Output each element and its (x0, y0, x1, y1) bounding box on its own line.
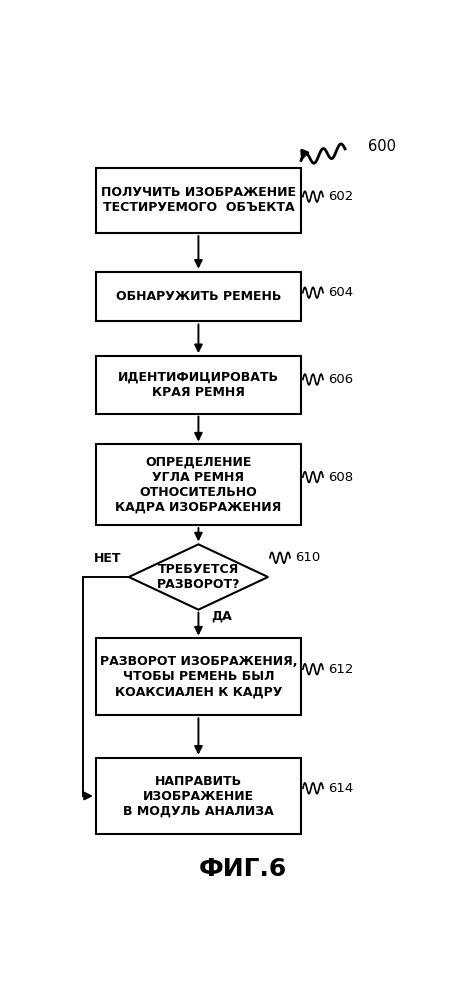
FancyBboxPatch shape (96, 444, 301, 525)
Text: 602: 602 (329, 190, 354, 204)
Text: 614: 614 (329, 781, 354, 794)
FancyBboxPatch shape (96, 356, 301, 414)
Text: 612: 612 (329, 663, 354, 676)
Text: 606: 606 (329, 373, 354, 386)
Text: ОБНАРУЖИТЬ РЕМЕНЬ: ОБНАРУЖИТЬ РЕМЕНЬ (116, 290, 281, 303)
Text: НЕТ: НЕТ (94, 553, 122, 566)
FancyBboxPatch shape (96, 168, 301, 234)
Text: ИДЕНТИФИЦИРОВАТЬ
КРАЯ РЕМНЯ: ИДЕНТИФИЦИРОВАТЬ КРАЯ РЕМНЯ (118, 371, 279, 399)
Text: ДА: ДА (211, 610, 232, 623)
Text: РАЗВОРОТ ИЗОБРАЖЕНИЯ,
ЧТОБЫ РЕМЕНЬ БЫЛ
КОАКСИАЛЕН К КАДРУ: РАЗВОРОТ ИЗОБРАЖЕНИЯ, ЧТОБЫ РЕМЕНЬ БЫЛ К… (100, 656, 297, 699)
FancyBboxPatch shape (96, 757, 301, 834)
Text: 600: 600 (368, 139, 396, 154)
Text: ТРЕБУЕТСЯ
РАЗВОРОТ?: ТРЕБУЕТСЯ РАЗВОРОТ? (157, 563, 240, 591)
Text: ФИГ.6: ФИГ.6 (198, 857, 287, 881)
FancyBboxPatch shape (96, 271, 301, 321)
Text: НАПРАВИТЬ
ИЗОБРАЖЕНИЕ
В МОДУЛЬ АНАЛИЗА: НАПРАВИТЬ ИЗОБРАЖЕНИЕ В МОДУЛЬ АНАЛИЗА (123, 774, 274, 817)
Text: ПОЛУЧИТЬ ИЗОБРАЖЕНИЕ
ТЕСТИРУЕМОГО  ОБЪЕКТА: ПОЛУЧИТЬ ИЗОБРАЖЕНИЕ ТЕСТИРУЕМОГО ОБЪЕКТ… (101, 187, 296, 215)
FancyBboxPatch shape (96, 639, 301, 716)
Text: 610: 610 (296, 551, 321, 564)
Text: ОПРЕДЕЛЕНИЕ
УГЛА РЕМНЯ
ОТНОСИТЕЛЬНО
КАДРА ИЗОБРАЖЕНИЯ: ОПРЕДЕЛЕНИЕ УГЛА РЕМНЯ ОТНОСИТЕЛЬНО КАДР… (115, 456, 281, 514)
Text: 608: 608 (329, 471, 354, 484)
Polygon shape (129, 544, 268, 610)
Text: 604: 604 (329, 286, 354, 299)
